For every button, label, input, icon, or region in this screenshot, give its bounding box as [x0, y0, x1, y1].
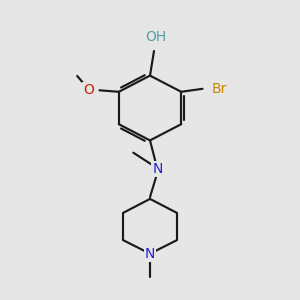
Text: Br: Br — [211, 82, 226, 96]
Text: O: O — [83, 83, 94, 97]
Text: N: N — [145, 247, 155, 261]
Text: N: N — [152, 162, 163, 176]
Text: OH: OH — [145, 30, 166, 44]
